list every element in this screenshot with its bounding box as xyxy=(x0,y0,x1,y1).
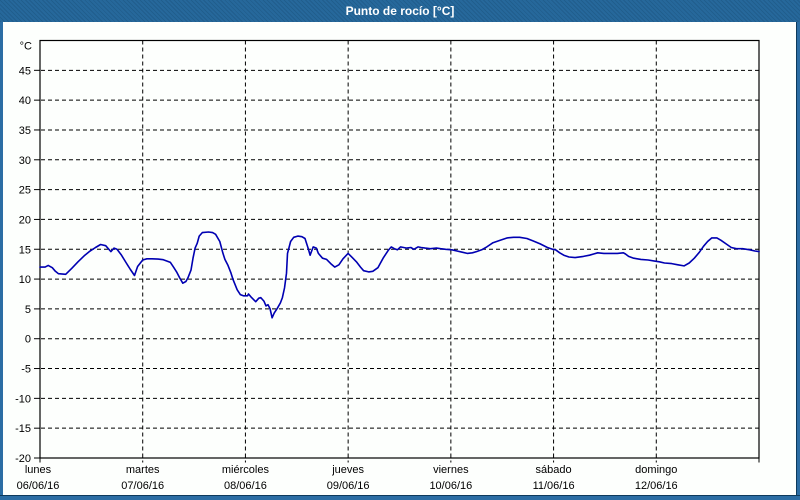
y-tick-label: 15 xyxy=(19,244,31,256)
x-date-label: 09/06/16 xyxy=(327,480,370,492)
y-tick-label: -20 xyxy=(15,453,31,465)
x-date-label: 10/06/16 xyxy=(429,480,472,492)
x-day-label: sábado xyxy=(536,464,572,476)
y-tick-label: 20 xyxy=(19,214,31,226)
x-date-label: 11/06/16 xyxy=(533,480,575,492)
plot-border xyxy=(39,39,760,459)
y-tick-label: 45 xyxy=(19,65,31,77)
dew-point-line xyxy=(39,231,760,319)
dew-point-chart: 45 40 35 30 25 20 15 10 5 0 -5 -10 -15 -20 °C lunes 06/0… xyxy=(15,39,760,492)
y-tick-label: 35 xyxy=(19,125,31,137)
y-tick-label: -5 xyxy=(21,364,31,376)
x-day-label: lunes xyxy=(25,464,52,476)
y-tick-label: 40 xyxy=(19,95,31,107)
window-border-right xyxy=(796,22,800,500)
y-tick-label: -15 xyxy=(15,423,31,435)
x-day-label: jueves xyxy=(331,464,364,476)
chart-title: Punto de rocío [°C] xyxy=(345,4,455,18)
x-date-label: 08/06/16 xyxy=(224,480,267,492)
x-date-label: 07/06/16 xyxy=(121,480,164,492)
window-titlebar: Punto de rocío [°C] xyxy=(0,0,800,22)
y-tick-label: 5 xyxy=(25,304,31,316)
y-tick-label: 0 xyxy=(25,334,31,346)
window-border-bottom xyxy=(0,495,800,500)
x-day-label: viernes xyxy=(433,464,469,476)
x-day-label: domingo xyxy=(635,464,677,476)
x-date-label: 12/06/16 xyxy=(635,480,678,492)
x-date-label: 06/06/16 xyxy=(17,480,60,492)
y-tick-label: 30 xyxy=(19,155,31,167)
y-axis-unit-label: °C xyxy=(20,40,32,52)
y-tick-label: 10 xyxy=(19,274,31,286)
y-tick-label: -10 xyxy=(15,393,31,405)
y-tick-label: 25 xyxy=(19,185,31,197)
window-border-left xyxy=(0,22,3,500)
x-day-label: martes xyxy=(126,464,160,476)
x-day-label: miércoles xyxy=(222,464,270,476)
